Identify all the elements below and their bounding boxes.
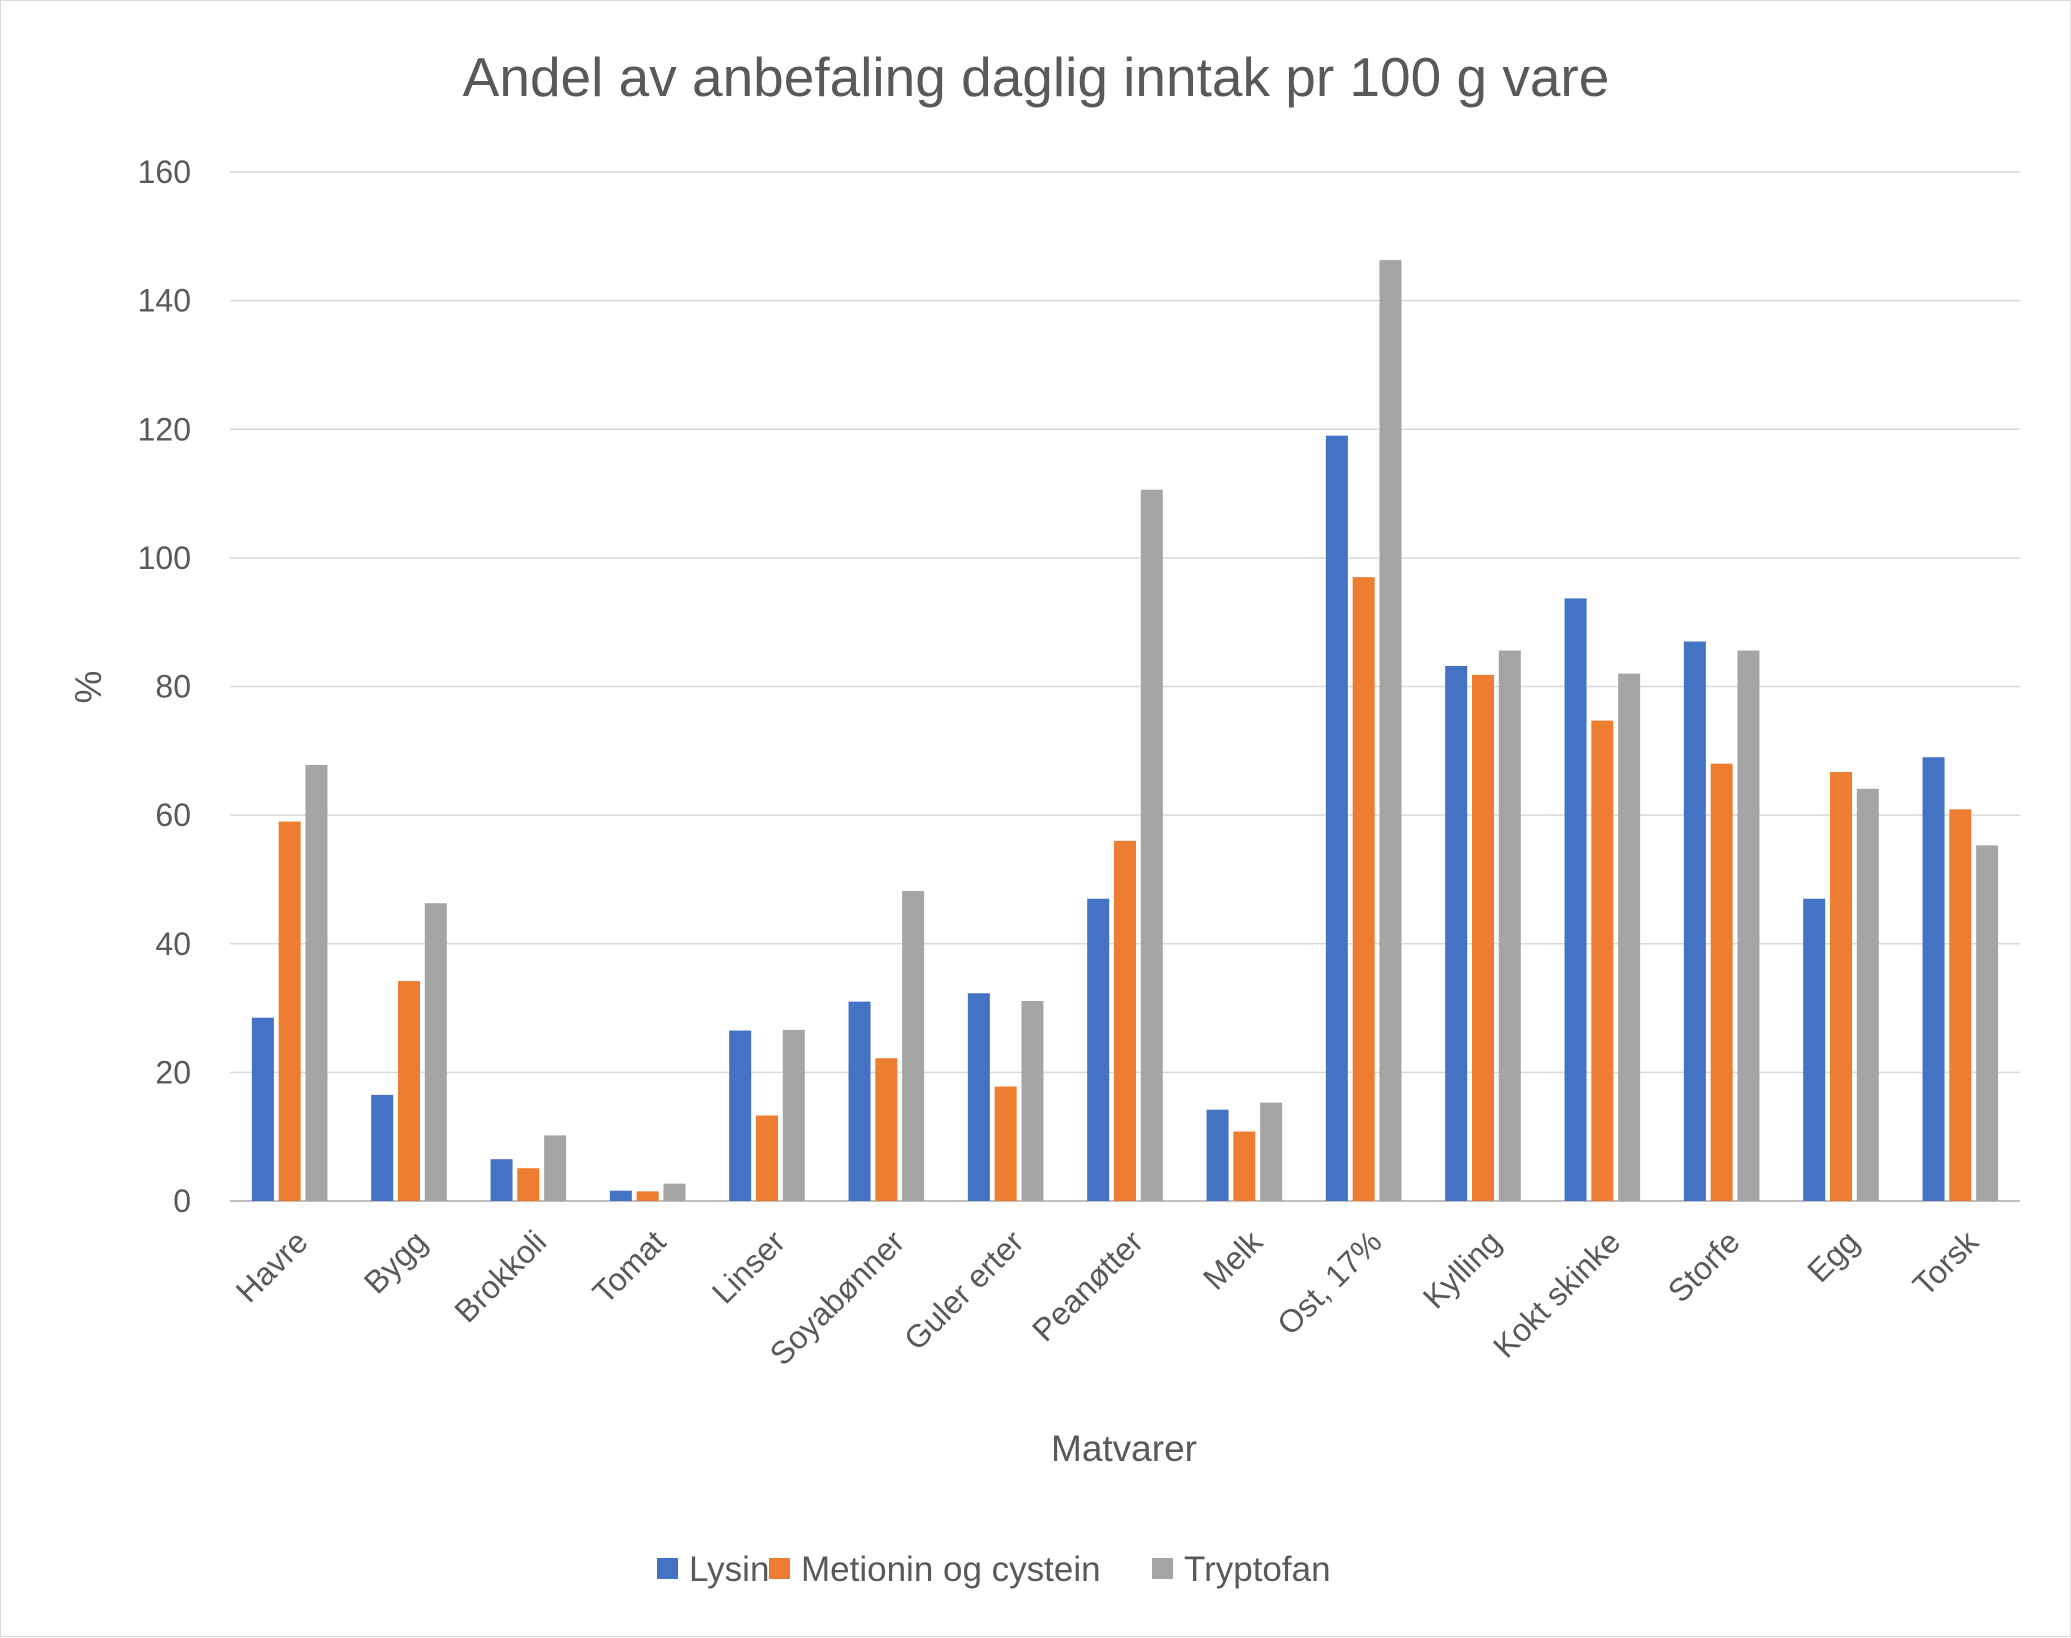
- bar-metionin-og-cystein: [1830, 772, 1852, 1201]
- y-tick-label: 0: [173, 1183, 191, 1219]
- bar-tryptofan: [1140, 489, 1163, 1201]
- bar-metionin-og-cystein: [1233, 1131, 1256, 1201]
- bar-lysin: [1206, 1109, 1229, 1201]
- bar-tryptofan: [782, 1029, 805, 1201]
- x-tick-label: Guler erter: [897, 1223, 1031, 1357]
- bar-lysin: [1803, 898, 1826, 1201]
- bar-lysin: [1445, 665, 1468, 1201]
- x-tick-label: Storfe: [1661, 1223, 1747, 1309]
- y-tick-label: 120: [138, 411, 191, 447]
- bar-lysin: [1922, 757, 1945, 1201]
- bar-metionin-og-cystein: [398, 981, 420, 1201]
- bar-tryptofan: [1379, 260, 1402, 1201]
- x-tick-label: Torsk: [1906, 1223, 1986, 1303]
- bar-lysin: [1564, 598, 1587, 1201]
- bar-tryptofan: [544, 1135, 567, 1201]
- bar-tryptofan: [1618, 673, 1641, 1201]
- bar-metionin-og-cystein: [1352, 577, 1375, 1201]
- x-tick-label: Linser: [705, 1223, 792, 1310]
- legend-label: Lysin: [689, 1550, 769, 1589]
- x-tick-label: Havre: [229, 1223, 315, 1309]
- bar-metionin-og-cystein: [1710, 763, 1733, 1201]
- y-tick-label: 60: [155, 797, 191, 833]
- bar-tryptofan: [1976, 845, 1999, 1201]
- bar-lysin: [729, 1030, 752, 1201]
- bar-lysin: [1325, 435, 1348, 1201]
- y-tick-label: 40: [155, 926, 191, 962]
- bar-metionin-og-cystein: [756, 1115, 778, 1201]
- bar-lysin: [490, 1159, 513, 1201]
- bar-tryptofan: [424, 903, 447, 1201]
- bar-metionin-og-cystein: [636, 1191, 659, 1201]
- bar-tryptofan: [1498, 650, 1521, 1201]
- bar-lysin: [1087, 898, 1110, 1201]
- legend-swatch-metionin-og-cystein: [769, 1558, 790, 1579]
- bar-metionin-og-cystein: [1949, 809, 1972, 1201]
- y-tick-label: 140: [138, 283, 191, 319]
- bar-lysin: [371, 1094, 394, 1201]
- bar-tryptofan: [1856, 788, 1879, 1201]
- legend-swatch-tryptofan: [1152, 1558, 1173, 1579]
- bar-tryptofan: [1737, 650, 1760, 1201]
- bar-metionin-og-cystein: [875, 1058, 898, 1201]
- x-tick-label: Melk: [1196, 1223, 1270, 1297]
- bar-metionin-og-cystein: [1114, 840, 1136, 1201]
- bar-lysin: [609, 1190, 632, 1201]
- chart-title: Andel av anbefaling daglig inntak pr 100…: [463, 46, 1610, 108]
- legend-swatch-lysin: [657, 1558, 678, 1579]
- y-axis-ticks: 0 20 40 60 80 100 120 140 160: [138, 154, 191, 1219]
- bar-tryptofan: [663, 1183, 686, 1201]
- x-tick-label: Kylling: [1416, 1223, 1508, 1315]
- bar-metionin-og-cystein: [517, 1168, 540, 1201]
- bar-lysin: [967, 993, 990, 1201]
- bar-tryptofan: [902, 891, 925, 1201]
- bar-tryptofan: [305, 764, 328, 1201]
- bars: [251, 260, 1999, 1201]
- x-tick-label: Tomat: [586, 1223, 673, 1310]
- bar-lysin: [1683, 641, 1706, 1201]
- x-tick-label: Peanøtter: [1025, 1223, 1150, 1348]
- x-tick-label: Ost, 17%: [1270, 1223, 1389, 1342]
- x-tick-label: Brokkoli: [447, 1223, 553, 1329]
- y-tick-label: 80: [155, 669, 191, 705]
- legend-label: Metionin og cystein: [801, 1550, 1101, 1589]
- bar-lysin: [848, 1001, 871, 1201]
- bar-metionin-og-cystein: [1472, 674, 1494, 1201]
- x-tick-label: Egg: [1800, 1223, 1866, 1289]
- x-tick-label: Bygg: [357, 1223, 434, 1300]
- legend-label: Tryptofan: [1184, 1550, 1331, 1589]
- bar-lysin: [251, 1017, 274, 1201]
- bar-metionin-og-cystein: [278, 821, 301, 1201]
- y-tick-label: 20: [155, 1054, 191, 1090]
- y-tick-label: 100: [138, 540, 191, 576]
- bar-metionin-og-cystein: [1591, 720, 1614, 1201]
- y-tick-label: 160: [138, 154, 191, 190]
- legend: Lysin Metionin og cystein Tryptofan: [657, 1550, 1331, 1589]
- x-tick-label: Kokt skinke: [1486, 1223, 1627, 1364]
- y-axis-title: %: [68, 671, 109, 704]
- bar-tryptofan: [1021, 1000, 1044, 1201]
- x-axis-title: Matvarer: [1051, 1428, 1197, 1469]
- bar-metionin-og-cystein: [994, 1086, 1017, 1201]
- bar-tryptofan: [1260, 1102, 1283, 1201]
- x-axis-ticks: Havre Bygg Brokkoli Tomat LinserSoyabønnerGu…: [229, 1223, 1986, 1372]
